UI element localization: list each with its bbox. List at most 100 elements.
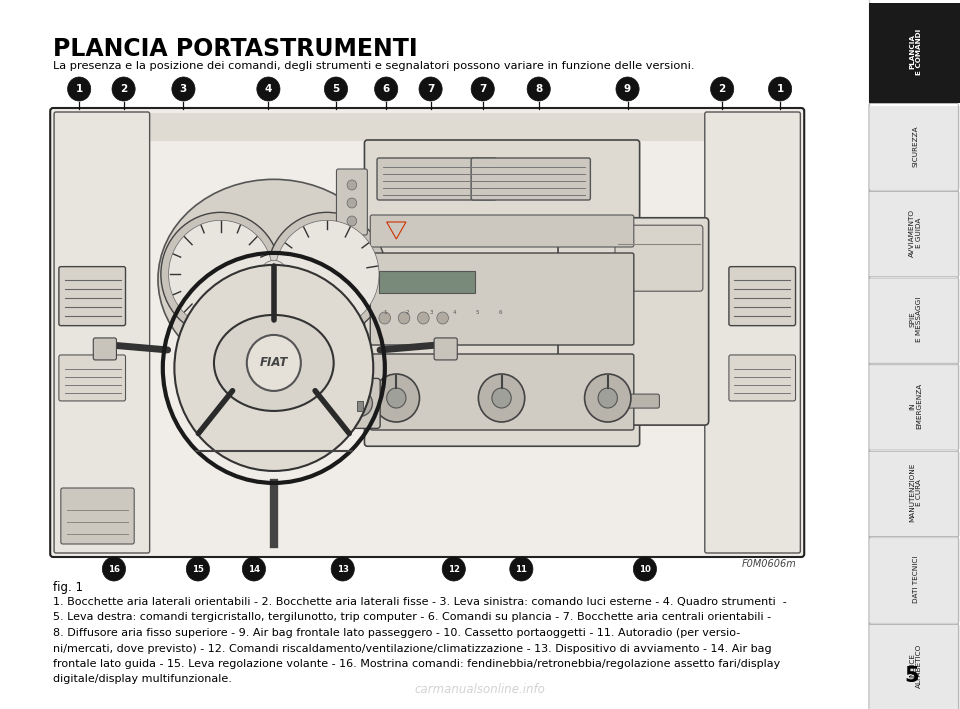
Text: 2: 2 <box>718 84 726 94</box>
Text: 1: 1 <box>383 311 387 316</box>
Text: frontale lato guida - 15. Leva regolazione volante - 16. Mostrina comandi: fendi: frontale lato guida - 15. Leva regolazio… <box>53 659 780 669</box>
Bar <box>870 625 960 709</box>
Circle shape <box>374 77 397 101</box>
Circle shape <box>585 374 631 422</box>
Text: 5: 5 <box>475 311 479 316</box>
Circle shape <box>437 312 448 324</box>
FancyBboxPatch shape <box>54 112 150 553</box>
Text: 1: 1 <box>76 84 83 94</box>
FancyBboxPatch shape <box>371 215 634 247</box>
FancyBboxPatch shape <box>340 379 380 428</box>
Circle shape <box>373 374 420 422</box>
FancyBboxPatch shape <box>377 158 496 200</box>
Text: 15: 15 <box>192 564 204 574</box>
Text: 4: 4 <box>265 84 272 94</box>
Text: DATI TECNICI: DATI TECNICI <box>913 555 919 603</box>
Circle shape <box>67 77 91 101</box>
Text: 9: 9 <box>624 84 631 94</box>
Text: ni/mercati, dove previsto) - 12. Comandi riscaldamento/ventilazione/climatizzazi: ni/mercati, dove previsto) - 12. Comandi… <box>53 644 772 654</box>
Circle shape <box>443 557 466 581</box>
Circle shape <box>348 216 357 226</box>
FancyBboxPatch shape <box>729 267 796 325</box>
Circle shape <box>398 312 410 324</box>
Circle shape <box>257 77 280 101</box>
Text: 4: 4 <box>452 311 456 316</box>
Circle shape <box>510 557 533 581</box>
Circle shape <box>103 557 126 581</box>
Bar <box>870 365 960 450</box>
Circle shape <box>242 557 266 581</box>
Circle shape <box>112 77 135 101</box>
Circle shape <box>598 388 617 408</box>
Text: La presenza e la posizione dei comandi, degli strumenti e segnalatori possono va: La presenza e la posizione dei comandi, … <box>53 61 695 71</box>
Ellipse shape <box>158 179 390 379</box>
Circle shape <box>379 312 391 324</box>
Bar <box>870 106 960 189</box>
Text: 2: 2 <box>406 311 410 316</box>
Text: 3: 3 <box>429 311 433 316</box>
Bar <box>357 401 363 411</box>
Circle shape <box>418 312 429 324</box>
Circle shape <box>331 557 354 581</box>
FancyBboxPatch shape <box>60 488 134 544</box>
Bar <box>870 192 960 276</box>
Text: 16: 16 <box>108 564 120 574</box>
Text: 8. Diffusore aria fisso superiore - 9. Air bag frontale lato passeggero - 10. Ca: 8. Diffusore aria fisso superiore - 9. A… <box>53 628 740 638</box>
Text: fig. 1: fig. 1 <box>53 581 84 594</box>
Text: 1. Bocchette aria laterali orientabili - 2. Bocchette aria laterali fisse - 3. L: 1. Bocchette aria laterali orientabili -… <box>53 597 787 607</box>
Text: 2: 2 <box>120 84 128 94</box>
Text: FIAT: FIAT <box>259 357 288 369</box>
Text: AVVIAMENTO
E GUIDA: AVVIAMENTO E GUIDA <box>909 208 923 257</box>
Text: SICUREZZA: SICUREZZA <box>913 125 919 167</box>
Circle shape <box>348 391 372 416</box>
FancyBboxPatch shape <box>615 225 703 291</box>
Text: 10: 10 <box>639 564 651 574</box>
Circle shape <box>348 180 357 190</box>
FancyBboxPatch shape <box>365 140 639 446</box>
Circle shape <box>710 77 733 101</box>
Bar <box>870 279 960 362</box>
FancyBboxPatch shape <box>59 355 126 401</box>
Text: 11: 11 <box>516 564 527 574</box>
Text: 12: 12 <box>447 564 460 574</box>
Circle shape <box>634 557 657 581</box>
Circle shape <box>616 77 639 101</box>
Circle shape <box>769 77 792 101</box>
Text: 5. Leva destra: comandi tergicristallo, tergilunotto, trip computer - 6. Comandi: 5. Leva destra: comandi tergicristallo, … <box>53 613 771 623</box>
Circle shape <box>527 77 550 101</box>
Text: 3: 3 <box>180 84 187 94</box>
Text: MANUTENZIONE
E CURA: MANUTENZIONE E CURA <box>909 463 923 523</box>
Ellipse shape <box>214 315 334 411</box>
Circle shape <box>186 557 209 581</box>
Bar <box>870 452 960 536</box>
Text: 1: 1 <box>777 84 783 94</box>
Circle shape <box>260 260 287 289</box>
Circle shape <box>175 265 373 471</box>
Text: carmanualsonline.info: carmanualsonline.info <box>415 683 545 696</box>
Circle shape <box>169 220 273 328</box>
Circle shape <box>419 77 443 101</box>
Text: 7: 7 <box>427 84 434 94</box>
FancyBboxPatch shape <box>371 354 634 430</box>
Text: 14: 14 <box>248 564 260 574</box>
Text: IN
EMERGENZA: IN EMERGENZA <box>909 383 923 429</box>
Text: 5: 5 <box>904 666 920 686</box>
Circle shape <box>247 335 300 391</box>
Circle shape <box>324 77 348 101</box>
Text: F0M0606m: F0M0606m <box>742 559 797 569</box>
Circle shape <box>471 77 494 101</box>
Text: 5: 5 <box>332 84 340 94</box>
FancyBboxPatch shape <box>729 355 796 401</box>
Text: 6: 6 <box>499 311 502 316</box>
Circle shape <box>492 388 512 408</box>
FancyBboxPatch shape <box>705 112 801 553</box>
FancyBboxPatch shape <box>371 253 634 345</box>
FancyBboxPatch shape <box>59 267 126 325</box>
Text: INDICE
ALFABETICO: INDICE ALFABETICO <box>909 644 923 688</box>
Text: 13: 13 <box>337 564 348 574</box>
Text: 6: 6 <box>382 84 390 94</box>
Circle shape <box>478 374 525 422</box>
FancyBboxPatch shape <box>434 338 457 360</box>
FancyBboxPatch shape <box>336 169 368 235</box>
Circle shape <box>348 198 357 208</box>
